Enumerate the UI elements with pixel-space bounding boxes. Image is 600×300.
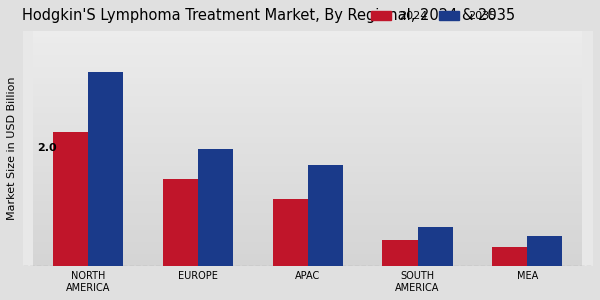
Bar <box>272 199 308 266</box>
Bar <box>88 72 124 266</box>
Bar <box>308 165 343 266</box>
Bar <box>527 236 562 266</box>
Bar <box>492 247 527 266</box>
Bar <box>53 132 88 266</box>
Bar <box>198 149 233 266</box>
Bar <box>163 179 198 266</box>
Bar <box>418 227 452 266</box>
Legend: 2024, 2035: 2024, 2035 <box>366 7 500 26</box>
Bar <box>382 240 418 266</box>
Text: Hodgkin'S Lymphoma Treatment Market, By Regional, 2024 & 2035: Hodgkin'S Lymphoma Treatment Market, By … <box>23 8 515 23</box>
Text: 2.0: 2.0 <box>37 143 56 153</box>
Y-axis label: Market Size in USD Billion: Market Size in USD Billion <box>7 77 17 220</box>
